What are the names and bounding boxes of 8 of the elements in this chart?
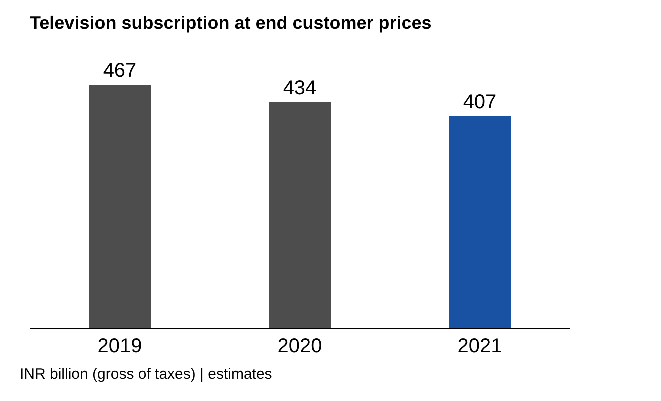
data-label: 434 (283, 77, 317, 100)
x-tick-label: 2019 (98, 336, 142, 358)
x-tick-label: 2021 (458, 336, 502, 358)
data-label: 407 (463, 91, 497, 114)
chart-title: Television subscription at end customer prices (30, 13, 432, 34)
data-label: 467 (103, 60, 137, 82)
x-tick-label: 2020 (278, 336, 322, 358)
text: INR billion (gross of taxes) | estimates (20, 366, 272, 383)
